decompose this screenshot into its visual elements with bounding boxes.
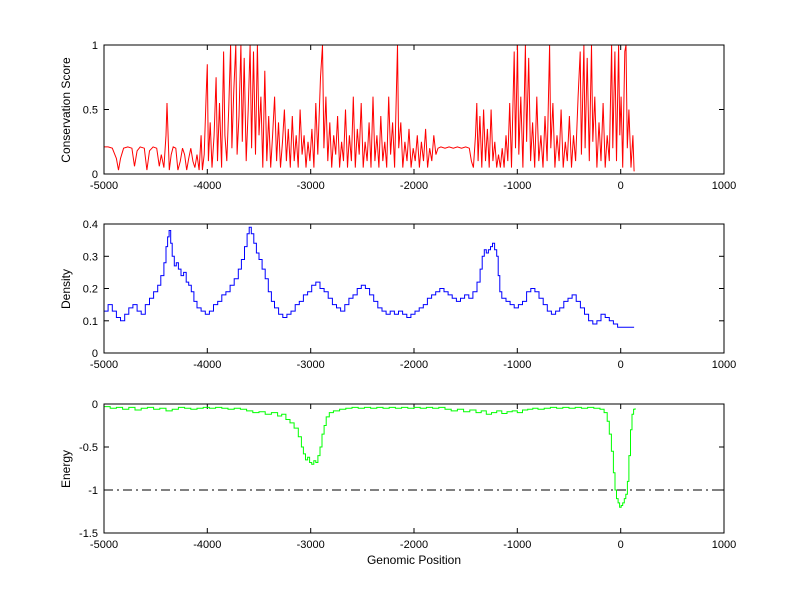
y-tick-label: 1	[92, 40, 98, 52]
x-tick-label: 1000	[712, 180, 736, 192]
subplot-2: -5000 -4000 -3000 -2000 -1000 0 1000 -1.5 -1 -0.5…	[79, 399, 736, 551]
y-tick-label: 0.4	[83, 219, 98, 231]
x-tick-label: -4000	[193, 539, 221, 551]
x-tick-label: -4000	[193, 359, 221, 371]
axes-box	[103, 223, 725, 354]
x-tick-label: -3000	[297, 180, 325, 192]
y-tick-label: 0	[92, 399, 98, 411]
x-tick-label: 0	[618, 359, 624, 371]
y-tick-label: 0.2	[83, 284, 98, 296]
x-tick-label: 1000	[712, 359, 736, 371]
x-tick-label: -3000	[297, 359, 325, 371]
x-tick-label: -5000	[90, 359, 118, 371]
y-tick-label: -0.5	[79, 442, 98, 454]
y-tick-label: 0	[92, 348, 98, 360]
axes-box	[103, 403, 725, 534]
series-conservation-score	[104, 44, 635, 172]
y-tick-label: 0	[92, 169, 98, 181]
series-density	[104, 226, 635, 328]
x-tick-label: -5000	[90, 539, 118, 551]
y-tick-label: -1.5	[79, 528, 98, 540]
ylabel-density: Density	[59, 269, 73, 309]
x-tick-label: -2000	[400, 539, 428, 551]
y-tick-label: 0.5	[83, 105, 98, 117]
y-tick-label: -1	[88, 485, 98, 497]
ylabel-conservation-score: Conservation Score	[59, 57, 73, 163]
xlabel-genomic-position: Genomic Position	[367, 553, 461, 567]
x-tick-label: -1000	[503, 359, 531, 371]
x-tick-label: -1000	[503, 180, 531, 192]
x-tick-label: -5000	[90, 180, 118, 192]
x-tick-label: -1000	[503, 539, 531, 551]
ylabel-energy: Energy	[59, 450, 73, 488]
subplot-0: -5000 -4000 -3000 -2000 -1000 0 1000 0 0.5 1	[83, 40, 737, 192]
subplot-1: -5000 -4000 -3000 -2000 -1000 0 1000 0 0.1 0.2 0.3…	[83, 219, 737, 371]
x-tick-label: 1000	[712, 539, 736, 551]
x-tick-label: -3000	[297, 539, 325, 551]
axes-box	[103, 44, 725, 175]
y-tick-label: 0.3	[83, 251, 98, 263]
y-tick-label: 0.1	[83, 316, 98, 328]
series-energy	[104, 406, 636, 508]
x-tick-label: 0	[618, 539, 624, 551]
x-tick-label: -2000	[400, 180, 428, 192]
x-tick-label: -4000	[193, 180, 221, 192]
x-tick-label: -2000	[400, 359, 428, 371]
x-tick-label: 0	[618, 180, 624, 192]
